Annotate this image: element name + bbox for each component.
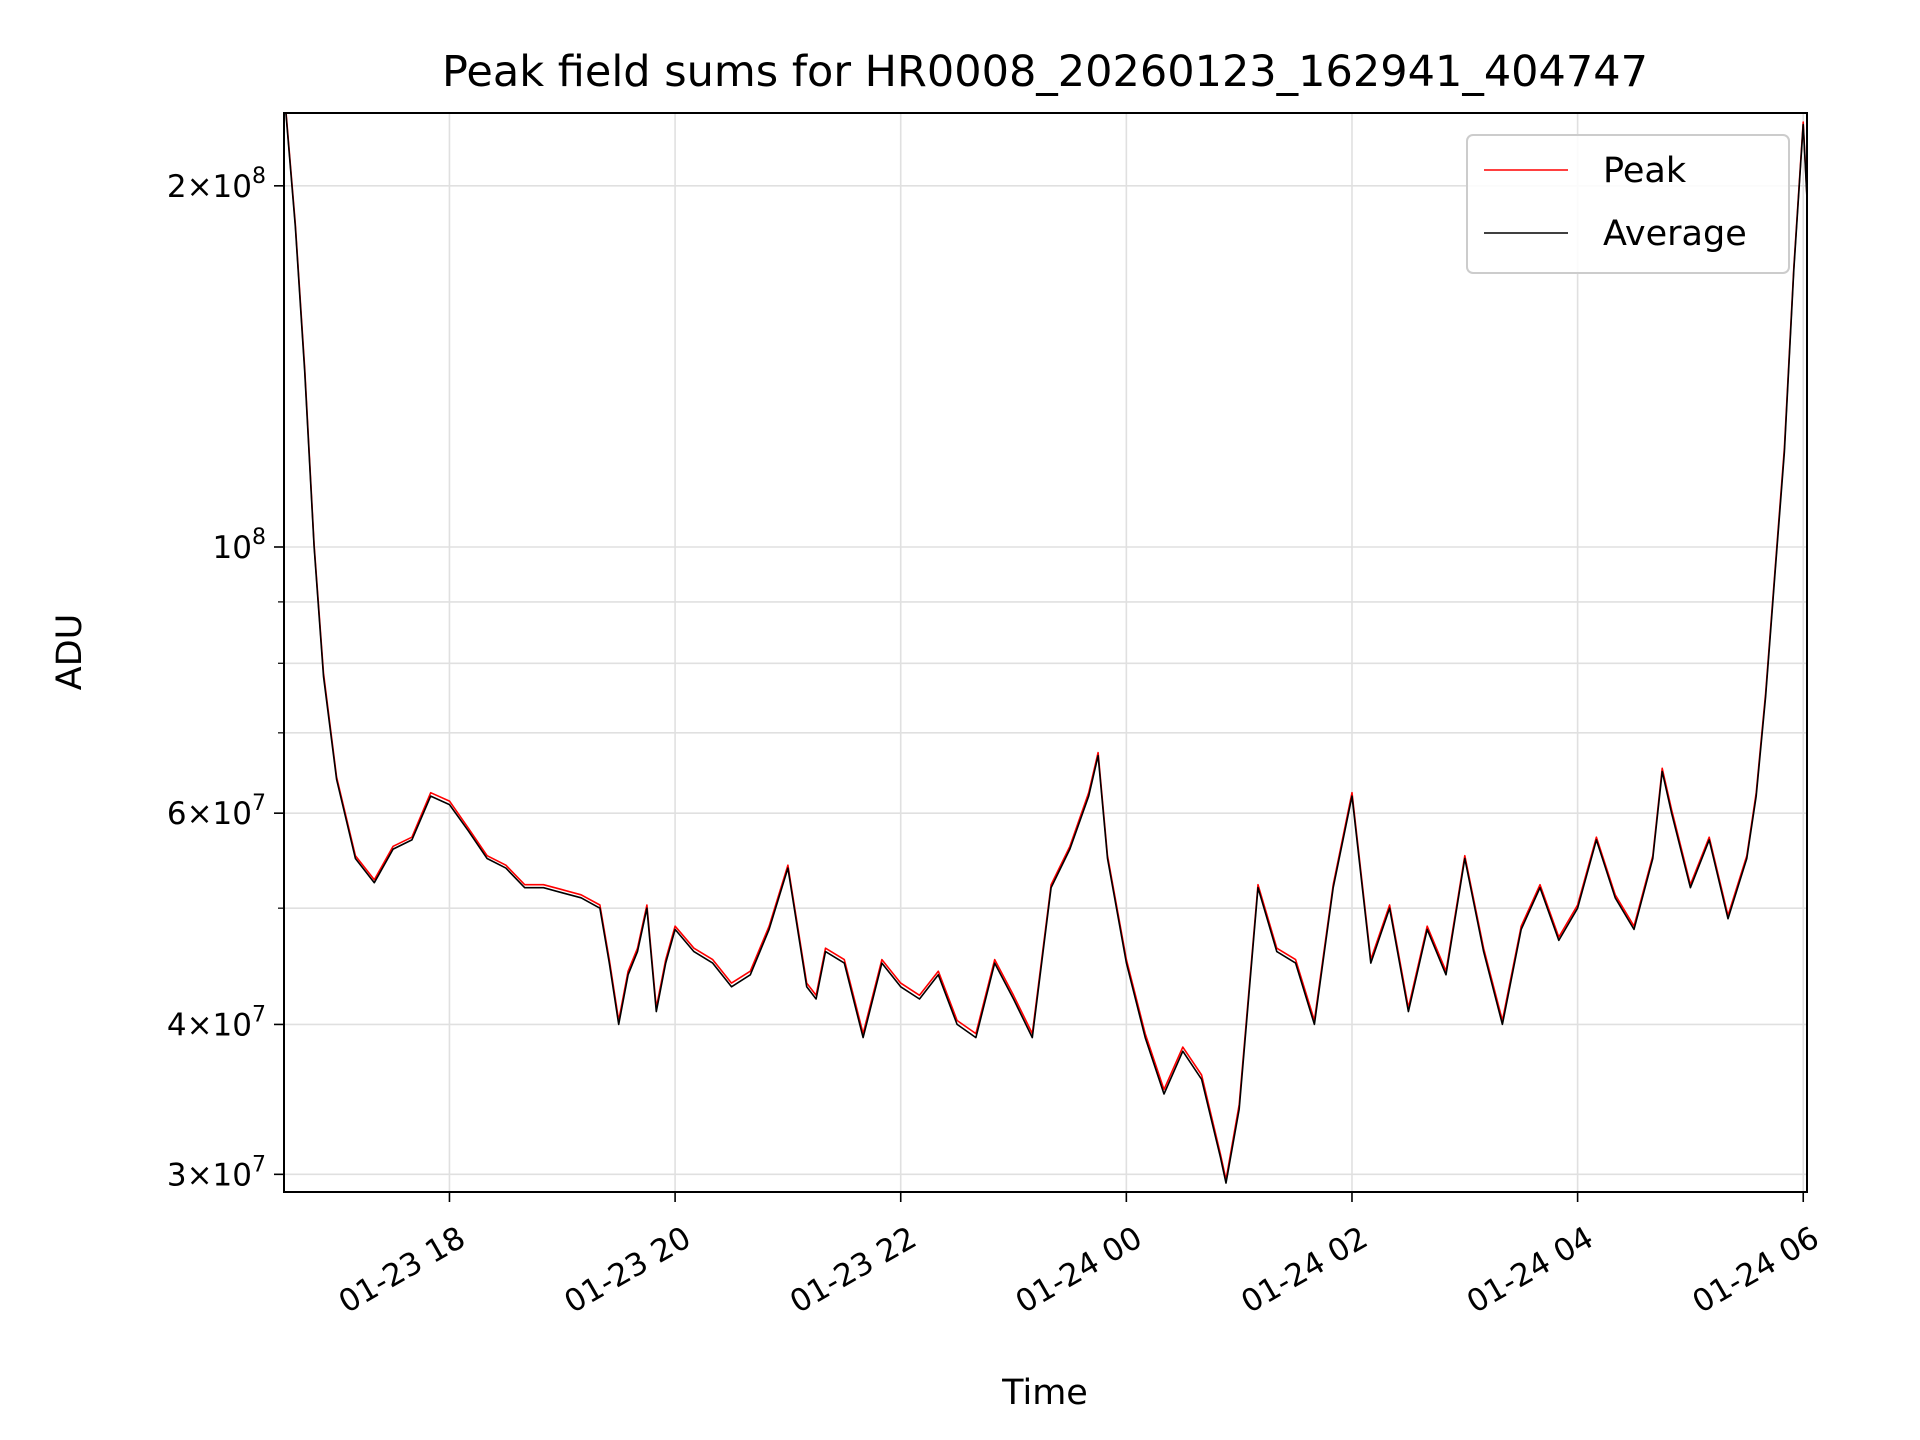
plot-area (285, 113, 1807, 1184)
y-axis-title: ADU (50, 614, 90, 691)
y-tick-label: 108 (213, 525, 266, 566)
x-axis-title: Time (1001, 1373, 1088, 1413)
axes-frame (283, 112, 1808, 1193)
y-tick-label: 6×107 (167, 791, 266, 832)
y-tick-label: 2×108 (167, 164, 266, 205)
legend-label-average: Average (1603, 214, 1747, 254)
series-line-average (285, 113, 1807, 1184)
y-tick-label: 4×107 (167, 1002, 266, 1043)
legend-label-peak: Peak (1603, 151, 1687, 191)
chart-title: Peak field sums for HR0008_20260123_1629… (442, 47, 1648, 97)
grid (284, 113, 1807, 1192)
y-tick-label: 3×107 (167, 1152, 266, 1193)
legend: Peak Average (1466, 134, 1790, 274)
